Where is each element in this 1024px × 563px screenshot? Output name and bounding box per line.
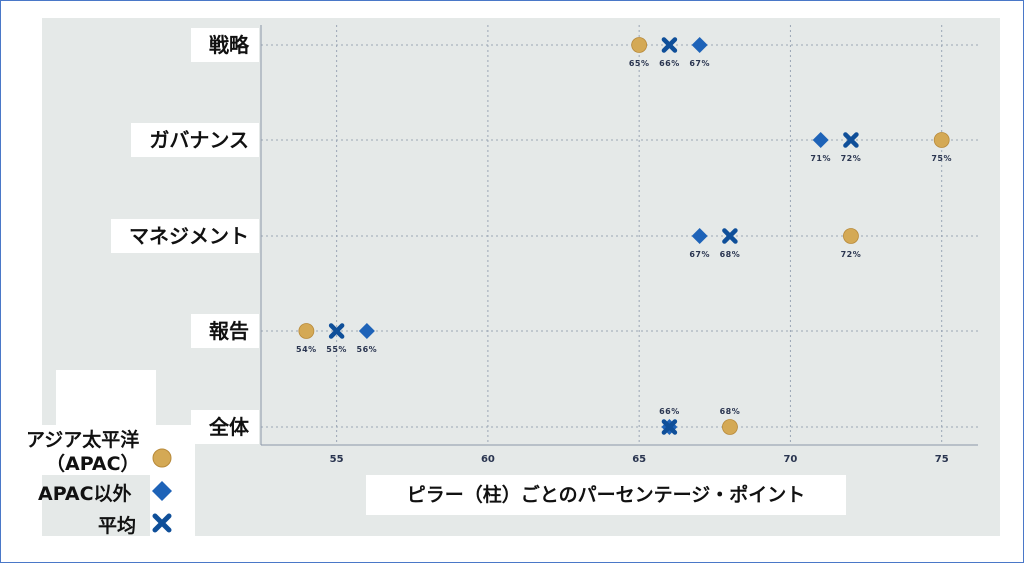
- category-label: 戦略: [191, 28, 259, 62]
- data-label: 68%: [720, 250, 741, 259]
- data-label: 66%: [659, 59, 680, 68]
- x-axis: 55 60 65 70 75: [260, 25, 978, 465]
- data-label: 72%: [841, 154, 862, 163]
- x-tick-label: 75: [935, 454, 949, 465]
- data-point-diamond: [358, 323, 375, 339]
- legend-label-apac-line2: （APAC）: [46, 453, 140, 475]
- data-label: 56%: [357, 345, 378, 354]
- legend-circle-icon: [152, 448, 172, 468]
- data-point-circle: [722, 419, 738, 435]
- legend-cross-icon: [152, 513, 172, 533]
- data-label: 54%: [296, 345, 317, 354]
- data-label: 65%: [629, 59, 650, 68]
- category-label: 報告: [191, 314, 259, 348]
- data-label: 66%: [659, 407, 680, 416]
- category-label: ガバナンス: [131, 123, 259, 157]
- data-point-circle: [631, 37, 648, 53]
- legend-label-non-apac: APAC以外: [38, 483, 132, 505]
- data-label: 67%: [689, 59, 710, 68]
- data-point-diamond: [691, 37, 708, 53]
- x-tick-label: 55: [330, 454, 344, 465]
- legend-label-average: 平均: [98, 515, 137, 537]
- data-point-circle: [843, 228, 859, 244]
- legend-backdrop: [56, 370, 156, 430]
- x-tick-label: 60: [481, 454, 495, 465]
- legend-label-apac: アジア太平洋: [26, 429, 140, 451]
- data-label: 71%: [810, 154, 831, 163]
- data-point-cross: [328, 323, 345, 339]
- data-point-circle: [298, 323, 315, 339]
- grid-lines: [261, 25, 978, 445]
- x-axis-title: ピラー（柱）ごとのパーセンテージ・ポイント: [366, 475, 846, 515]
- data-label: 67%: [689, 250, 710, 259]
- data-label: 75%: [931, 154, 952, 163]
- data-point-cross: [661, 37, 678, 53]
- data-label: 72%: [841, 250, 862, 259]
- data-point-circle: [933, 132, 950, 148]
- data-label: 68%: [720, 407, 741, 416]
- data-point-diamond: [691, 228, 708, 244]
- data-point-cross: [843, 132, 859, 148]
- x-tick-label: 70: [783, 454, 797, 465]
- data-point-diamond: [812, 132, 829, 148]
- data-point-cross: [722, 228, 738, 244]
- data-label: 55%: [326, 345, 347, 354]
- x-tick-label: 65: [632, 454, 646, 465]
- chart-panel: [42, 18, 1000, 536]
- category-label: 全体: [191, 410, 259, 444]
- legend-diamond-icon: [152, 481, 172, 501]
- data-points: 65% 75% 72% 54% 68% 67% 71% 67% 56% 66% 66% 72% 68% 5…: [296, 37, 952, 435]
- category-label: マネジメント: [111, 219, 259, 253]
- data-point-cross: [661, 419, 678, 435]
